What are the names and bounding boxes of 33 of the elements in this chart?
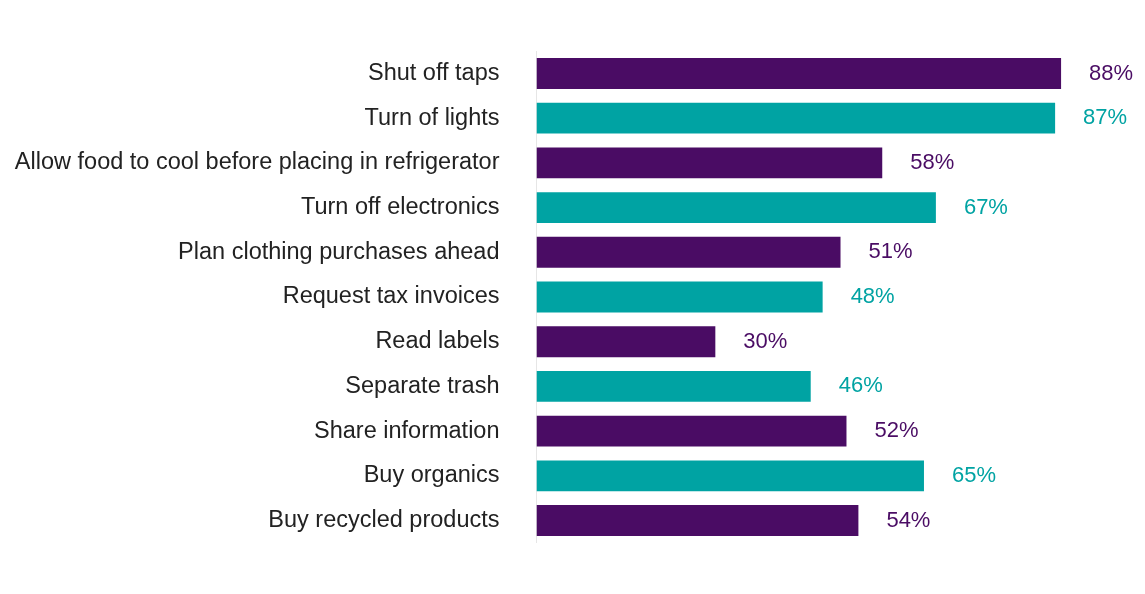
bar: [536, 236, 841, 268]
y-tick-label: Shut off taps: [367, 58, 500, 85]
y-tick-label: Request tax invoices: [282, 282, 500, 309]
data-label: 51%: [868, 238, 913, 264]
y-tick-label: Allow food to cool before placing in refrigerator: [14, 148, 500, 175]
data-label: 65%: [951, 461, 997, 487]
bar: [536, 192, 936, 224]
bar: [536, 326, 716, 358]
bar: [536, 147, 883, 179]
data-label: 58%: [910, 148, 955, 174]
y-tick-label: Turn of lights: [364, 103, 500, 130]
y-tick-label: Share information: [314, 416, 500, 443]
bar: [536, 460, 924, 492]
bar: [536, 102, 1056, 134]
y-tick-label: Buy organics: [363, 461, 500, 488]
data-label: 54%: [886, 506, 931, 532]
y-tick-label: Plan clothing purchases ahead: [178, 237, 500, 264]
data-label: 87%: [1083, 104, 1128, 130]
bar: [536, 370, 811, 402]
data-label: 52%: [874, 417, 919, 443]
data-label: 88%: [1089, 59, 1134, 85]
bar: [536, 58, 1062, 89]
y-tick-label: Read labels: [375, 327, 500, 354]
y-tick-label: Separate trash: [345, 371, 500, 398]
bar: [536, 281, 823, 313]
y-tick-label: Buy recycled products: [268, 506, 500, 533]
data-label: 67%: [963, 193, 1008, 219]
data-label: 46%: [838, 372, 883, 398]
bar: [536, 415, 847, 447]
data-label: 48%: [850, 283, 895, 309]
y-tick-label: Turn off electronics: [300, 193, 500, 220]
data-label: 30%: [743, 327, 788, 353]
bar: [536, 505, 859, 536]
